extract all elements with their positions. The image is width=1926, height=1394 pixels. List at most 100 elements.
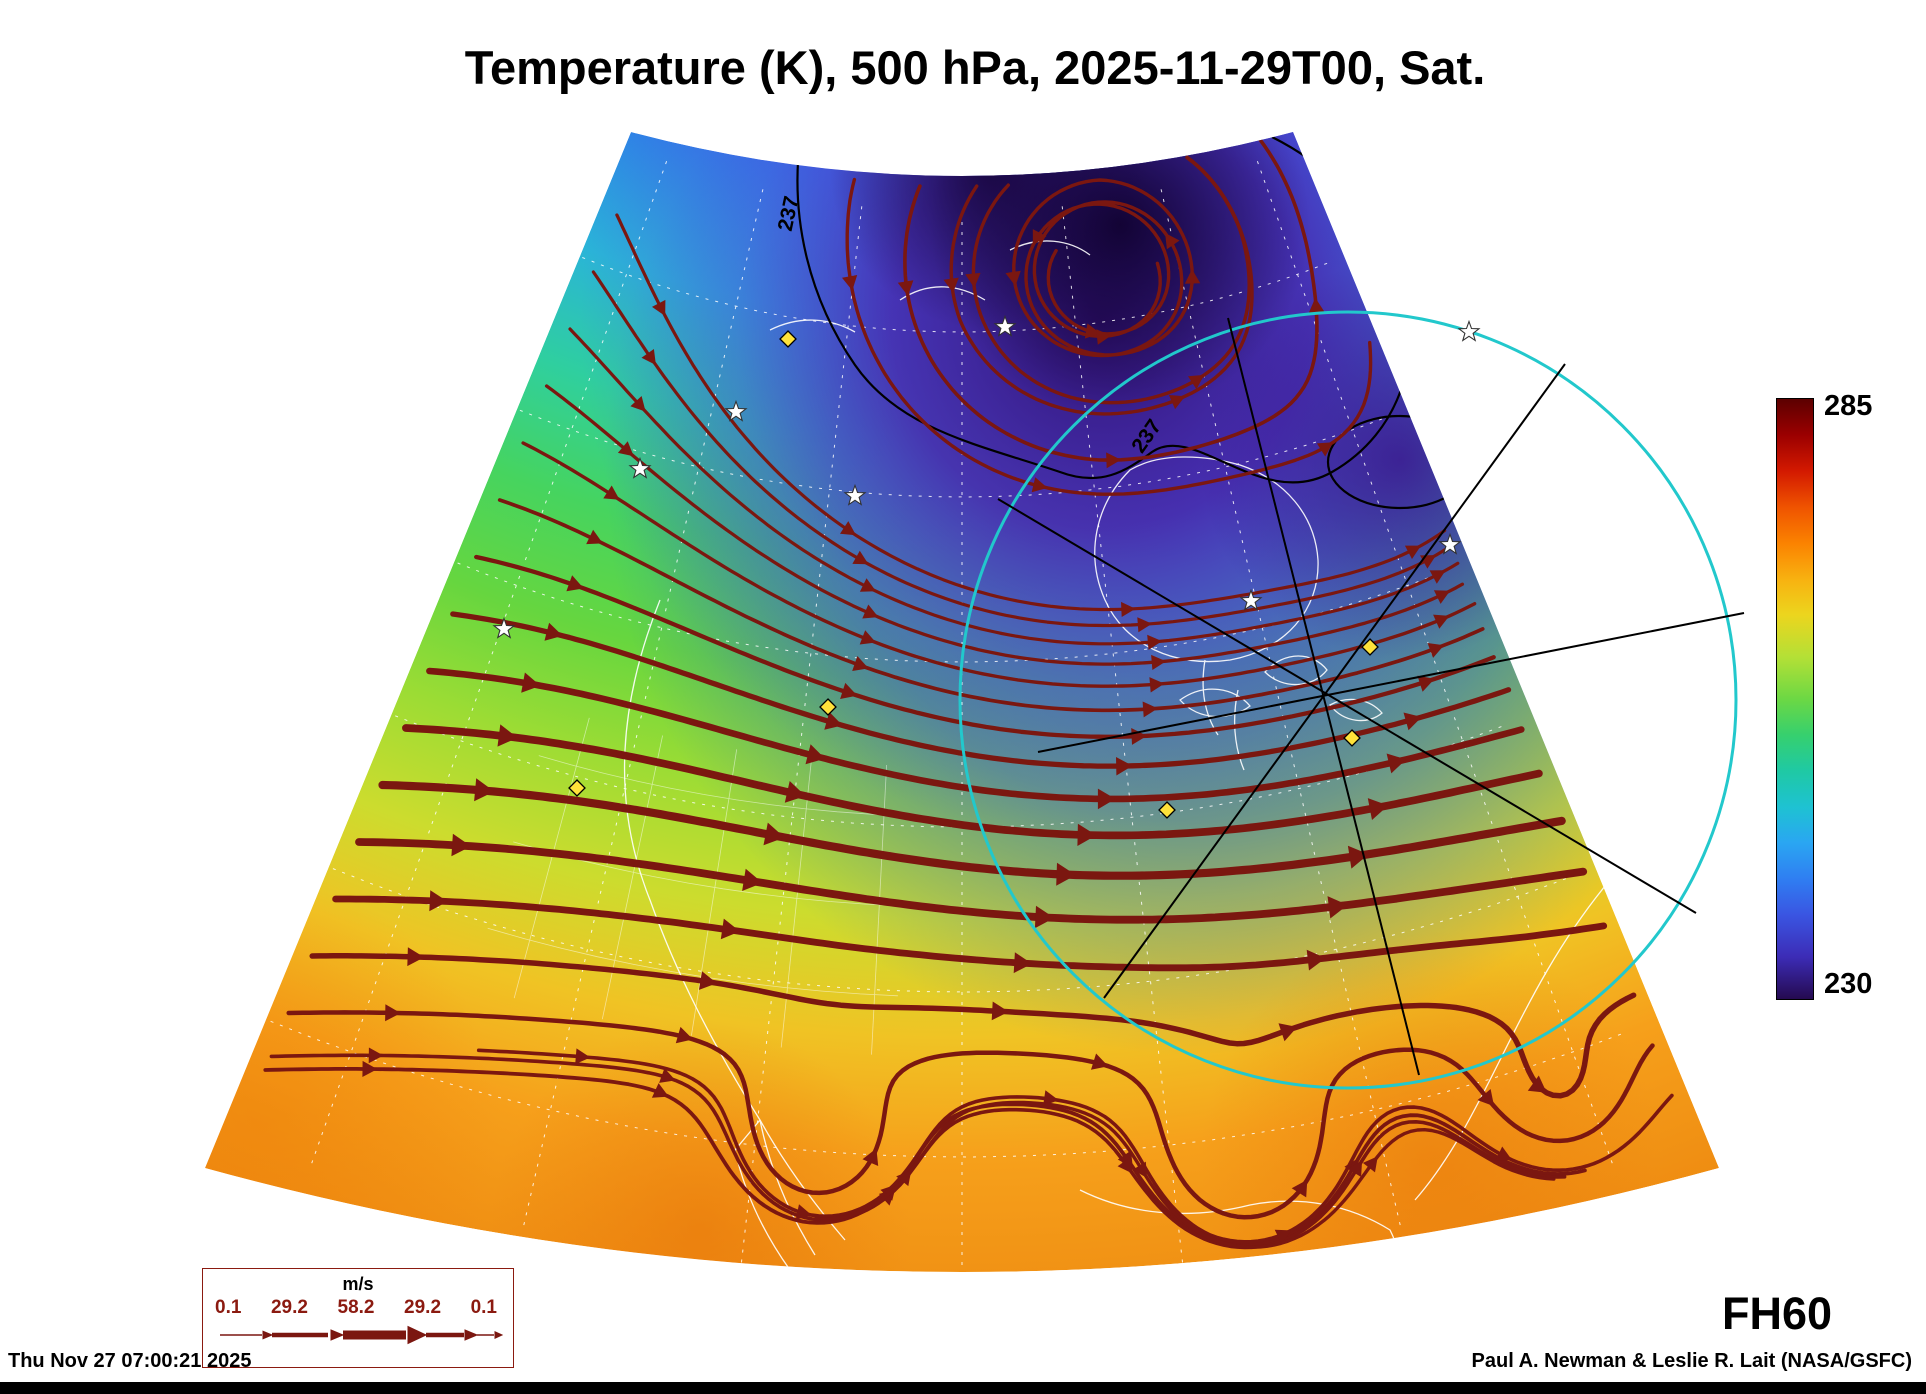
wind-streamline [402,724,1543,840]
streamline-arrowhead-icon [566,575,584,592]
streamline-arrowhead-icon [1433,614,1450,629]
streamline-arrowhead-icon [784,781,806,803]
streamline-arrowhead-icon [1168,395,1186,410]
streamline-arrowhead-icon [1417,675,1435,692]
streamline-arrowhead-icon [840,682,858,699]
streamline-arrowhead-icon [859,630,876,645]
yucatan-coast [1250,1294,1303,1335]
streamline-arrowhead-icon [852,656,869,671]
streamline-arrowhead-icon [842,275,858,291]
baja-coast [759,1119,816,1256]
wind-speed-scale-arrows [220,1325,504,1345]
wind-speed-value: 58.2 [337,1297,375,1318]
streamline-arrowhead-icon [474,778,495,802]
star-marker-icon [1239,588,1263,611]
streamline-arrowhead-icon [1278,1023,1298,1042]
range-circle [958,310,1738,1090]
streamline-arrowhead-icon [1477,1089,1495,1107]
graticule-parallel [332,868,1567,993]
wind-speed-value: 29.2 [404,1297,442,1318]
wind-speed-legend: m/s 0.1 29.2 58.2 29.2 0.1 [202,1268,514,1368]
streamline-arrowhead-icon [675,1026,693,1044]
wind-speed-values: 0.1 29.2 58.2 29.2 0.1 [203,1295,513,1319]
wind-streamline [544,384,1465,666]
streamline-arrowhead-icon [1327,896,1348,919]
streamline-arrowhead-icon [840,521,856,536]
star-marker-icon [628,456,652,479]
streamline-arrowhead-icon [1137,617,1152,633]
streamline-arrowhead-icon [862,604,879,619]
streamline-arrowhead-icon [630,396,646,412]
streamline-arrowhead-icon [862,1148,879,1166]
state-border [487,927,898,997]
section-line [1037,612,1745,753]
streamline-arrowhead-icon [1527,1075,1547,1093]
streamline-arrowhead-icon [965,272,981,288]
wind-streamline [355,838,1588,924]
streamline-arrowhead-icon [805,744,825,765]
graticule-parallel [582,257,1328,333]
streamline-arrowhead-icon [1347,845,1369,869]
wind-streamline [814,1100,1556,1249]
streamline-arrowhead-icon [429,890,448,912]
streamline-arrowhead-icon [1404,545,1421,559]
star-marker-icon [1457,319,1481,342]
wind-streamline [591,270,1450,628]
arrowhead-icon [407,1325,428,1345]
streamline-arrowhead-icon [1308,297,1325,314]
graticule-parallel [519,409,1388,498]
wind-streamline [615,213,1447,612]
hudson-bay [1094,456,1319,663]
streamline-arrowhead-icon [407,947,425,967]
streamline-arrowhead-icon [1096,329,1112,345]
colorbar-min-label: 230 [1824,968,1873,1000]
streamline-arrowhead-icon [1077,823,1097,846]
streamline-arrowhead-icon [1316,442,1334,457]
streamline-arrowhead-icon [575,1048,591,1065]
wind-streamline [474,554,1496,739]
streamline-arrowhead-icon [1149,677,1165,693]
streamline-arrowhead-icon [1427,643,1444,658]
star-marker-icon [492,616,516,639]
wind-speed-value: 0.1 [470,1297,497,1318]
streamline-arrowhead-icon [1097,788,1116,810]
wind-streamline [949,155,1254,416]
state-border [513,717,590,999]
streamline-arrowhead-icon [1306,949,1326,971]
arrowhead-icon [330,1329,345,1341]
streamline-arrowhead-icon [1005,270,1021,287]
wind-speed-units-label: m/s [342,1274,374,1294]
streamline-arrowhead-icon [795,1204,812,1220]
wind-streamline [332,895,1608,972]
colorbar-max-label: 285 [1824,390,1873,422]
streamline-arrowhead-icon [497,724,518,747]
wind-streamline [903,133,1319,462]
generation-timestamp: Thu Nov 27 07:00:21 2025 [8,1350,252,1372]
streamline-arrowhead-icon [603,485,620,500]
streamline-arrowhead-icon [1132,1161,1147,1178]
streamline-arrowhead-icon [1013,952,1032,974]
streamline-arrowhead-icon [943,277,959,293]
streamline-arrowhead-icon [1117,1157,1133,1174]
streamline-arrowhead-icon [1403,712,1422,731]
coastlines [623,240,1611,1335]
section-line [1103,363,1566,999]
arctic-coast [1009,240,1091,256]
streamline-arrowhead-icon [1142,701,1158,718]
station-diamond-icon [1158,801,1176,819]
station-diamond-icon [779,330,797,348]
graticule-parallel [270,1020,1627,1158]
streamline-arrowhead-icon [368,1047,384,1064]
streamline-arrowhead-icon [742,868,763,891]
streamline-arrowhead-icon [641,349,656,365]
wind-speed-value: 0.1 [215,1297,242,1318]
forecast-hour-label: FH60 [1722,1288,1833,1339]
streamline-arrowhead-icon [1032,229,1047,246]
star-marker-icon [843,483,867,506]
station-diamond-icon [819,698,837,716]
streamline-arrowhead-icon [385,1004,401,1022]
streamline-arrowhead-icon [699,971,717,990]
station-diamond-icon [1343,729,1361,747]
